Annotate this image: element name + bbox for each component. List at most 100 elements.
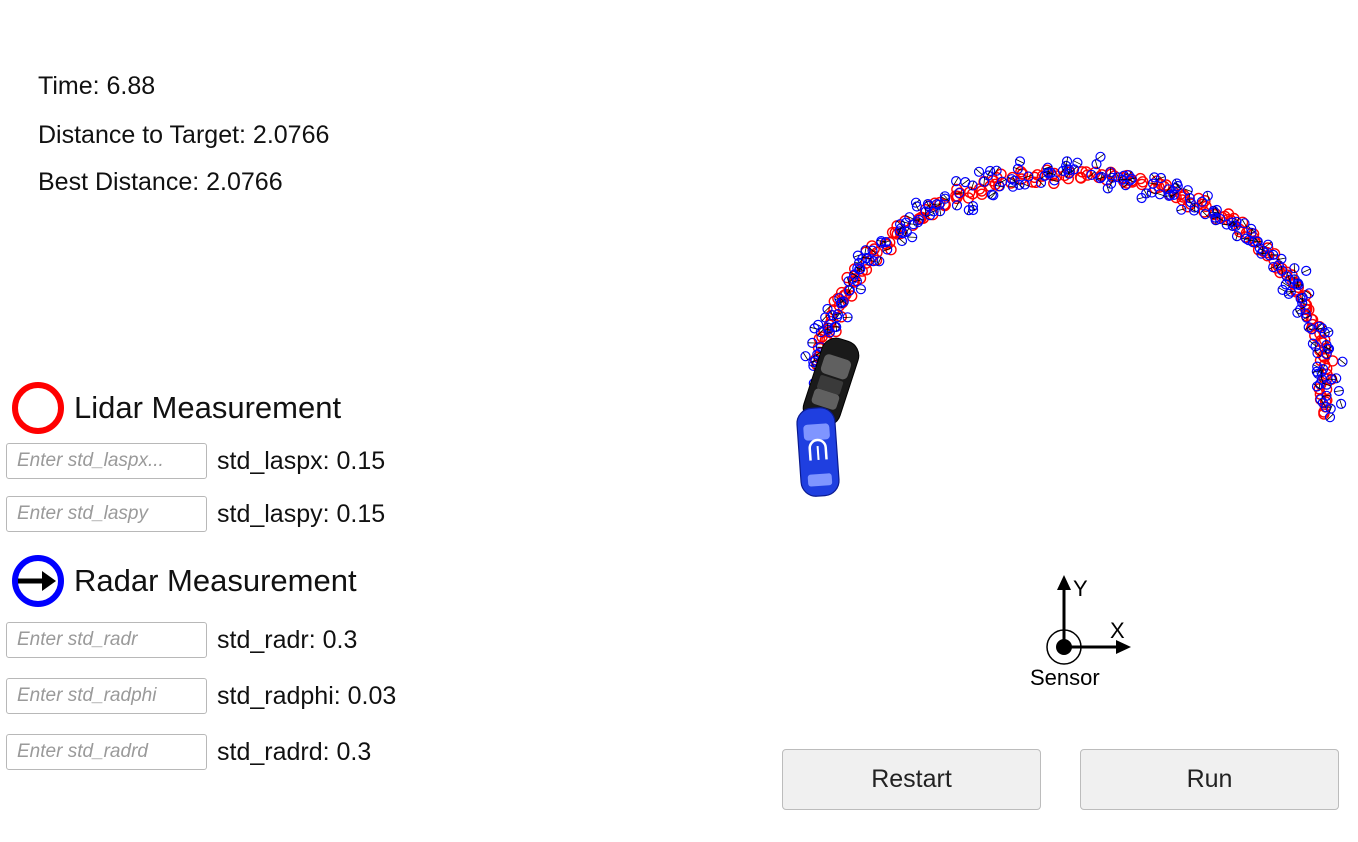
radar-marker-arrow: [941, 192, 949, 200]
std-laspx-row: std_laspx: 0.15: [6, 443, 385, 479]
lidar-marker: [939, 199, 951, 211]
radar-marker-arrow: [932, 203, 942, 205]
lidar-legend: Lidar Measurement: [10, 380, 341, 436]
radar-marker: [1140, 188, 1152, 199]
std-laspx-input[interactable]: [6, 443, 207, 479]
radar-marker-arrow: [904, 227, 910, 236]
distance-to-target-readout: Distance to Target: 2.0766: [38, 121, 330, 149]
radar-marker: [967, 180, 978, 191]
radar-marker-arrow: [1286, 290, 1296, 293]
radar-marker-arrow: [1012, 176, 1017, 186]
radar-marker-arrow: [1294, 308, 1300, 317]
radar-marker-arrow: [1235, 231, 1239, 241]
radar-marker: [1172, 180, 1183, 192]
std-radrd-row: std_radrd: 0.3: [6, 734, 371, 770]
radar-marker-arrow: [1302, 293, 1304, 303]
radar-marker-arrow: [1266, 251, 1273, 260]
radar-marker-arrow: [1216, 216, 1225, 222]
radar-marker-arrow: [817, 328, 825, 336]
run-button[interactable]: Run: [1080, 749, 1339, 810]
radar-marker-arrow: [877, 256, 882, 266]
radar-marker-arrow: [1198, 198, 1206, 206]
radar-marker-arrow: [1193, 202, 1196, 212]
radar-marker-arrow: [850, 272, 859, 278]
radar-marker-arrow: [882, 247, 892, 252]
radar-marker-arrow: [1334, 373, 1339, 383]
radar-marker-arrow: [925, 200, 931, 209]
radar-marker: [1057, 165, 1069, 176]
radar-marker: [1243, 235, 1254, 246]
radar-arrow-circle-icon: [12, 555, 64, 607]
radar-marker-arrow: [1088, 171, 1095, 179]
lidar-marker: [1134, 172, 1147, 185]
radar-marker: [1023, 171, 1034, 182]
radar-marker-arrow: [1155, 192, 1165, 197]
std-radr-value: std_radr: 0.3: [217, 625, 358, 654]
radar-marker-arrow: [1264, 241, 1272, 248]
radar-marker-arrow: [935, 202, 944, 208]
radar-marker: [1301, 312, 1312, 323]
radar-marker-arrow: [1148, 182, 1158, 185]
std-radrd-input[interactable]: [6, 734, 207, 770]
radar-marker: [951, 200, 963, 211]
radar-marker: [1168, 189, 1179, 200]
radar-marker-arrow: [1108, 179, 1114, 188]
std-radr-input[interactable]: [6, 622, 207, 658]
radar-marker-arrow: [1244, 239, 1254, 242]
std-laspy-input[interactable]: [6, 496, 207, 532]
radar-marker-arrow: [954, 201, 960, 210]
radar-marker-arrow: [897, 226, 902, 236]
radar-marker-arrow: [970, 181, 975, 190]
radar-marker-arrow: [868, 247, 877, 254]
radar-marker-arrow: [855, 266, 865, 272]
lidar-legend-label: Lidar Measurement: [74, 390, 342, 425]
radar-marker: [984, 165, 996, 177]
std-radphi-input[interactable]: [6, 678, 207, 714]
radar-marker: [1226, 217, 1238, 228]
radar-marker: [1007, 181, 1019, 192]
radar-marker: [860, 245, 871, 256]
radar-marker-arrow: [1060, 166, 1066, 175]
radar-marker-arrow: [821, 313, 829, 321]
radar-marker-arrow: [1187, 198, 1195, 206]
radar-marker-arrow: [1256, 252, 1266, 255]
radar-marker-arrow: [1304, 324, 1313, 330]
radar-marker-arrow: [840, 298, 848, 305]
radar-marker: [1086, 169, 1097, 180]
radar-marker-arrow: [1007, 176, 1016, 182]
radar-marker-arrow: [1049, 178, 1059, 182]
radar-marker-arrow: [811, 357, 816, 367]
radar-marker: [843, 276, 854, 287]
radar-marker-arrow: [1015, 181, 1024, 188]
radar-marker: [1317, 397, 1329, 408]
radar-marker-arrow: [1109, 167, 1112, 177]
radar-marker-arrow: [1326, 413, 1334, 421]
radar-marker-arrow: [843, 316, 853, 318]
radar-marker-arrow: [1334, 390, 1344, 392]
radar-marker: [928, 206, 939, 217]
radar-marker-arrow: [983, 177, 986, 187]
radar-marker: [1284, 274, 1295, 285]
radar-marker-arrow: [914, 202, 920, 211]
radar-marker: [882, 244, 893, 255]
radar-marker-arrow: [1305, 290, 1314, 297]
radar-marker-arrow: [1122, 181, 1130, 189]
radar-marker: [864, 255, 875, 266]
std-radr-row: std_radr: 0.3: [6, 622, 357, 658]
radar-marker: [894, 226, 905, 237]
radar-marker-arrow: [824, 305, 831, 313]
radar-marker-arrow: [1118, 178, 1128, 181]
radar-marker-arrow: [1043, 172, 1053, 175]
radar-marker-arrow: [833, 312, 843, 316]
radar-marker: [1096, 171, 1107, 182]
best-distance-readout: Best Distance: 2.0766: [38, 168, 283, 196]
radar-marker: [1292, 278, 1303, 290]
radar-marker: [1319, 327, 1330, 338]
radar-marker: [1147, 178, 1159, 189]
radar-marker-arrow: [856, 288, 866, 291]
radar-marker: [1311, 381, 1323, 392]
radar-marker: [1321, 349, 1332, 360]
restart-button[interactable]: Restart: [782, 749, 1041, 810]
radar-marker: [831, 321, 842, 333]
lidar-marker: [846, 290, 858, 302]
